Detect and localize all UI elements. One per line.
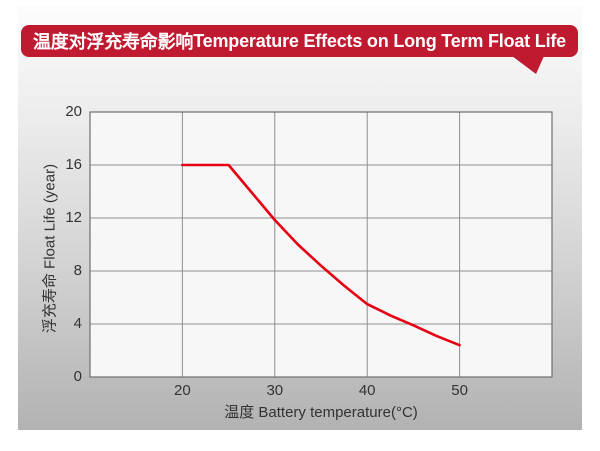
plot-area <box>90 112 552 377</box>
x-tick-label: 50 <box>451 382 468 399</box>
y-tick-label: 20 <box>65 103 82 120</box>
x-axis-title: 温度 Battery temperature(°C) <box>224 404 418 421</box>
title-banner: 温度对浮充寿命影响 Temperature Effects on Long Ter… <box>21 25 578 57</box>
banner-title-en: Temperature Effects on Long Term Float L… <box>193 30 566 51</box>
y-tick-label: 4 <box>73 315 82 332</box>
x-tick-label: 40 <box>358 382 376 399</box>
y-tick-label: 0 <box>73 368 82 385</box>
y-tick-label: 12 <box>65 209 82 226</box>
y-tick-label: 8 <box>73 262 82 279</box>
banner-title-zh: 温度对浮充寿命影响 <box>33 32 194 52</box>
float-life-curve <box>181 163 461 347</box>
y-tick-label: 16 <box>65 156 82 173</box>
banner-tail-pointer <box>512 56 544 74</box>
y-axis-title: 浮充寿命 Float Life (year) <box>41 163 59 334</box>
x-tick-label: 30 <box>266 382 284 399</box>
plot-border <box>89 111 553 378</box>
x-tick-label: 20 <box>174 382 191 399</box>
